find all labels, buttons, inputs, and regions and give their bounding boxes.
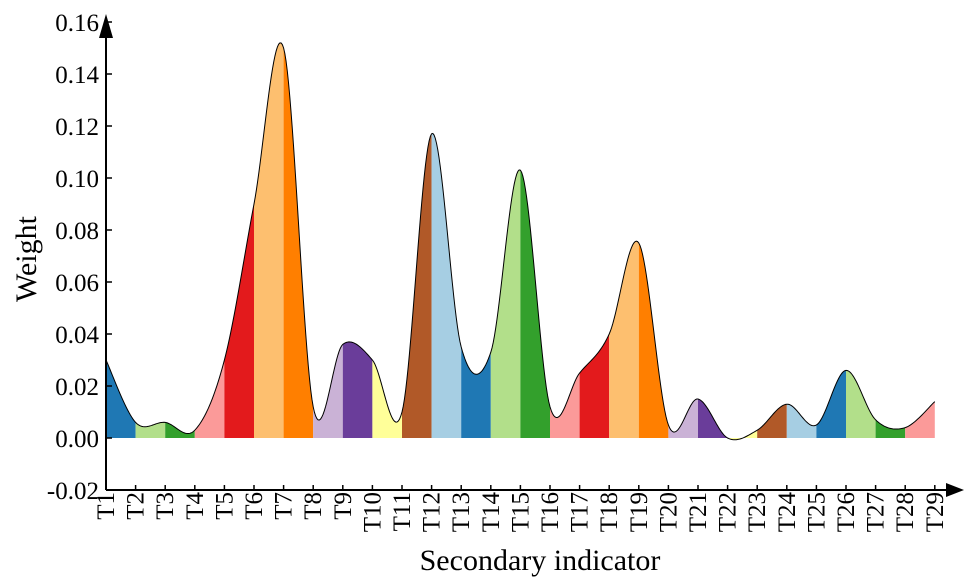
- area-band-t3: [165, 422, 195, 438]
- x-tick-label-t24: T24: [774, 492, 801, 533]
- area-band-t2: [135, 422, 166, 438]
- x-tick-label-t29: T29: [922, 492, 949, 532]
- y-tick-label: 0.12: [55, 114, 99, 141]
- x-tick-label-t6: T6: [241, 492, 268, 520]
- area-band-t10: [372, 360, 402, 438]
- area-band-t4: [194, 360, 225, 438]
- area-band-t23: [757, 404, 787, 438]
- area-band-t1: [106, 360, 136, 438]
- x-tick-label-t19: T19: [626, 492, 653, 532]
- area-band-t22: [727, 430, 758, 440]
- area-band-t11: [402, 133, 432, 439]
- area-band-t9: [342, 341, 373, 438]
- area-band-t18: [609, 241, 639, 438]
- area-band-t17: [579, 334, 610, 438]
- y-axis-title: Weight: [10, 215, 43, 302]
- area-band-t14: [490, 169, 521, 439]
- y-axis-arrow-icon: [99, 14, 113, 38]
- x-tick-label-t10: T10: [359, 492, 386, 532]
- x-tick-label-t1: T1: [93, 492, 120, 520]
- x-tick-labels: T1 T2 T3 T4 T5 T6 T7 T8 T9 T10 T11 T12 T13 T14 T15 T16 T…: [93, 492, 949, 533]
- area-band-t12: [431, 133, 462, 438]
- x-tick-label-t11: T11: [389, 492, 416, 531]
- y-tick-label: 0.08: [55, 218, 99, 245]
- area-band-t8: [313, 344, 343, 438]
- x-tick-label-t26: T26: [833, 492, 860, 532]
- y-tick-label: 0.16: [55, 10, 99, 37]
- x-tick-label-t28: T28: [892, 492, 919, 532]
- x-tick-label-t12: T12: [419, 492, 446, 532]
- area-band-t28: [905, 401, 935, 438]
- x-tick-label-t14: T14: [478, 492, 505, 533]
- x-axis-title: Secondary indicator: [420, 544, 661, 577]
- x-tick-label-t15: T15: [507, 492, 534, 532]
- x-tick-label-t16: T16: [537, 492, 564, 532]
- x-axis-arrow-icon: [946, 483, 964, 497]
- y-tick-label: 0.14: [55, 62, 99, 89]
- area-band-t7: [283, 48, 314, 438]
- area-band-t21: [698, 399, 728, 438]
- area-band-t25: [816, 370, 846, 438]
- x-tick-label-t3: T3: [152, 492, 179, 520]
- area-band-t26: [846, 370, 876, 438]
- y-tick-labels: -0.02 0.00 0.02 0.04 0.06 0.08 0.10 0.12 0.14 0.1…: [47, 10, 100, 505]
- area-band-t20: [668, 399, 698, 438]
- y-tick-label: 0.10: [55, 166, 99, 193]
- x-tick-label-t9: T9: [330, 492, 357, 520]
- x-tick-label-t20: T20: [655, 492, 682, 532]
- area-band-t6: [254, 42, 284, 438]
- x-tick-label-t13: T13: [448, 492, 475, 532]
- area-band-t15: [520, 170, 550, 438]
- x-tick-label-t2: T2: [123, 492, 150, 520]
- x-tick-label-t5: T5: [211, 492, 238, 520]
- area-band-t24: [786, 404, 817, 438]
- x-tick-label-t22: T22: [715, 492, 742, 532]
- x-tick-label-t27: T27: [863, 492, 890, 532]
- x-tick-label-t17: T17: [567, 492, 594, 532]
- color-bands: [106, 42, 935, 440]
- x-tick-label-t21: T21: [685, 492, 712, 532]
- x-tick-label-t25: T25: [803, 492, 830, 532]
- x-tick-label-t7: T7: [271, 492, 298, 520]
- y-tick-label: 0.04: [55, 322, 99, 349]
- area-band-t5: [224, 204, 254, 438]
- series-outline: [105, 42, 936, 441]
- x-tick-label-t18: T18: [596, 492, 623, 532]
- y-tick-label: 0.02: [55, 374, 99, 401]
- x-tick-label-t4: T4: [182, 492, 209, 520]
- area-band-t16: [550, 373, 580, 438]
- y-tick-label: 0.06: [55, 270, 99, 297]
- x-tick-label-t8: T8: [300, 492, 327, 520]
- y-tick-label: 0.00: [55, 426, 99, 453]
- y-tick-label: -0.02: [47, 478, 99, 505]
- x-tick-label-t23: T23: [744, 492, 771, 532]
- axes: [99, 14, 964, 497]
